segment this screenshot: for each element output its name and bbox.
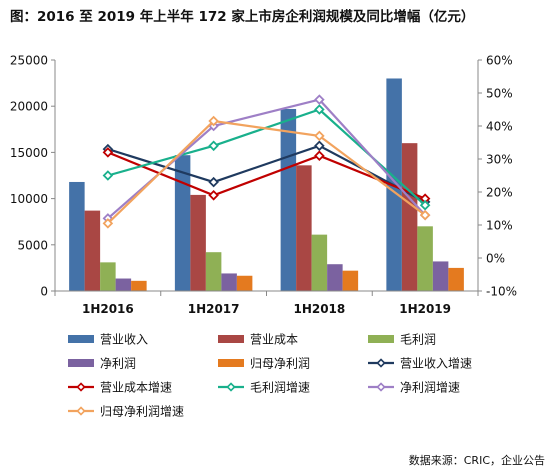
legend-marker-8 xyxy=(226,382,236,392)
x-tick-label: 1H2017 xyxy=(188,302,240,316)
line-1-point-3 xyxy=(314,140,325,152)
bar-3-4 xyxy=(417,226,433,291)
line-3-point-3 xyxy=(314,104,325,115)
bars-layer xyxy=(69,78,464,291)
right-tick-label: 0% xyxy=(486,252,505,266)
bar-1-3 xyxy=(280,108,297,291)
line-2 xyxy=(107,151,426,200)
right-tick-label: 20% xyxy=(486,186,513,200)
right-tick-label: 40% xyxy=(486,120,513,134)
line-2-point-3 xyxy=(314,150,325,161)
source-note: 数据来源：CRIC，企业公告 xyxy=(408,454,545,467)
left-tick-label: 25000 xyxy=(10,54,48,68)
right-tick-label: 60% xyxy=(486,54,513,68)
right-tick-label: 30% xyxy=(486,153,513,167)
legend-marker-7 xyxy=(76,382,86,392)
line-3-point-2 xyxy=(208,140,219,152)
x-tick-label: 1H2016 xyxy=(82,302,134,316)
lines-layer xyxy=(102,94,431,229)
line-3 xyxy=(107,108,426,207)
legend-label-4: 净利润 xyxy=(100,357,136,371)
legend-label-6: 营业收入增速 xyxy=(400,357,472,371)
legend-label-2: 营业成本 xyxy=(250,333,298,347)
line-3-point-4 xyxy=(419,199,431,211)
bar-1-2 xyxy=(174,155,191,291)
bar-5-2 xyxy=(236,275,253,291)
legend-swatch-5 xyxy=(218,359,244,367)
legend-label-5: 归母净利润 xyxy=(250,357,310,371)
bar-5-3 xyxy=(342,270,359,291)
line-5-point-3 xyxy=(314,130,325,142)
bar-4-3 xyxy=(327,264,343,291)
bar-4-1 xyxy=(115,278,132,291)
right-tick-label: 10% xyxy=(486,219,513,233)
legend-marker-6 xyxy=(376,358,386,368)
right-tick-label: 50% xyxy=(486,87,513,101)
bar-5-1 xyxy=(131,280,147,291)
legend-swatch-1 xyxy=(68,335,94,343)
line-5-point-4 xyxy=(419,209,431,221)
axes-layer: 0 5000 10000 15000 20000 25000 -10% 0% 10% 20% 30%… xyxy=(10,54,517,317)
line-5 xyxy=(107,119,426,225)
legend-label-9: 净利润增速 xyxy=(400,381,460,395)
line-2-point-2 xyxy=(208,190,219,201)
legend-swatch-4 xyxy=(68,359,94,367)
line-3-point-1 xyxy=(102,170,114,181)
legend-label-1: 营业收入 xyxy=(100,333,148,347)
bar-5-4 xyxy=(448,267,464,291)
line-5-point-2 xyxy=(208,115,219,127)
bar-3-1 xyxy=(100,262,116,291)
x-tick-label: 1H2019 xyxy=(399,302,451,316)
left-tick-label: 5000 xyxy=(17,238,48,252)
line-2-point-1 xyxy=(102,147,114,158)
left-tick-label: 10000 xyxy=(10,192,48,206)
line-1-point-2 xyxy=(208,176,219,188)
legend-marker-9 xyxy=(376,382,386,392)
bar-2-4 xyxy=(401,143,418,291)
legend-label-3: 毛利润 xyxy=(400,333,436,347)
x-tick-label: 1H2018 xyxy=(293,302,345,316)
legend-label-8: 毛利润增速 xyxy=(250,381,310,395)
left-tick-label: 15000 xyxy=(10,146,48,160)
legend-label-7: 营业成本增速 xyxy=(100,381,172,395)
bar-3-2 xyxy=(205,252,222,291)
left-tick-label: 20000 xyxy=(10,100,48,114)
right-tick-label: -10% xyxy=(486,285,517,299)
chart-title: 图：2016 至 2019 年上半年 172 家上市房企利润规模及同比增幅（亿元… xyxy=(10,9,475,25)
line-4 xyxy=(107,98,426,220)
legend-swatch-3 xyxy=(368,335,394,343)
legend-marker-10 xyxy=(76,406,86,416)
bar-4-2 xyxy=(221,273,237,291)
line-4-point-3 xyxy=(314,94,325,105)
bar-1-1 xyxy=(69,181,85,291)
bar-2-1 xyxy=(84,210,101,291)
bar-3-3 xyxy=(311,234,328,291)
legend-swatch-2 xyxy=(218,335,244,343)
line-1 xyxy=(107,144,426,203)
left-tick-label: 0 xyxy=(40,285,48,299)
bar-2-3 xyxy=(296,165,312,291)
bar-2-2 xyxy=(190,194,206,291)
legend-label-10: 归母净利润增速 xyxy=(100,405,184,419)
bar-4-4 xyxy=(432,261,449,291)
line-5-point-1 xyxy=(102,218,114,229)
